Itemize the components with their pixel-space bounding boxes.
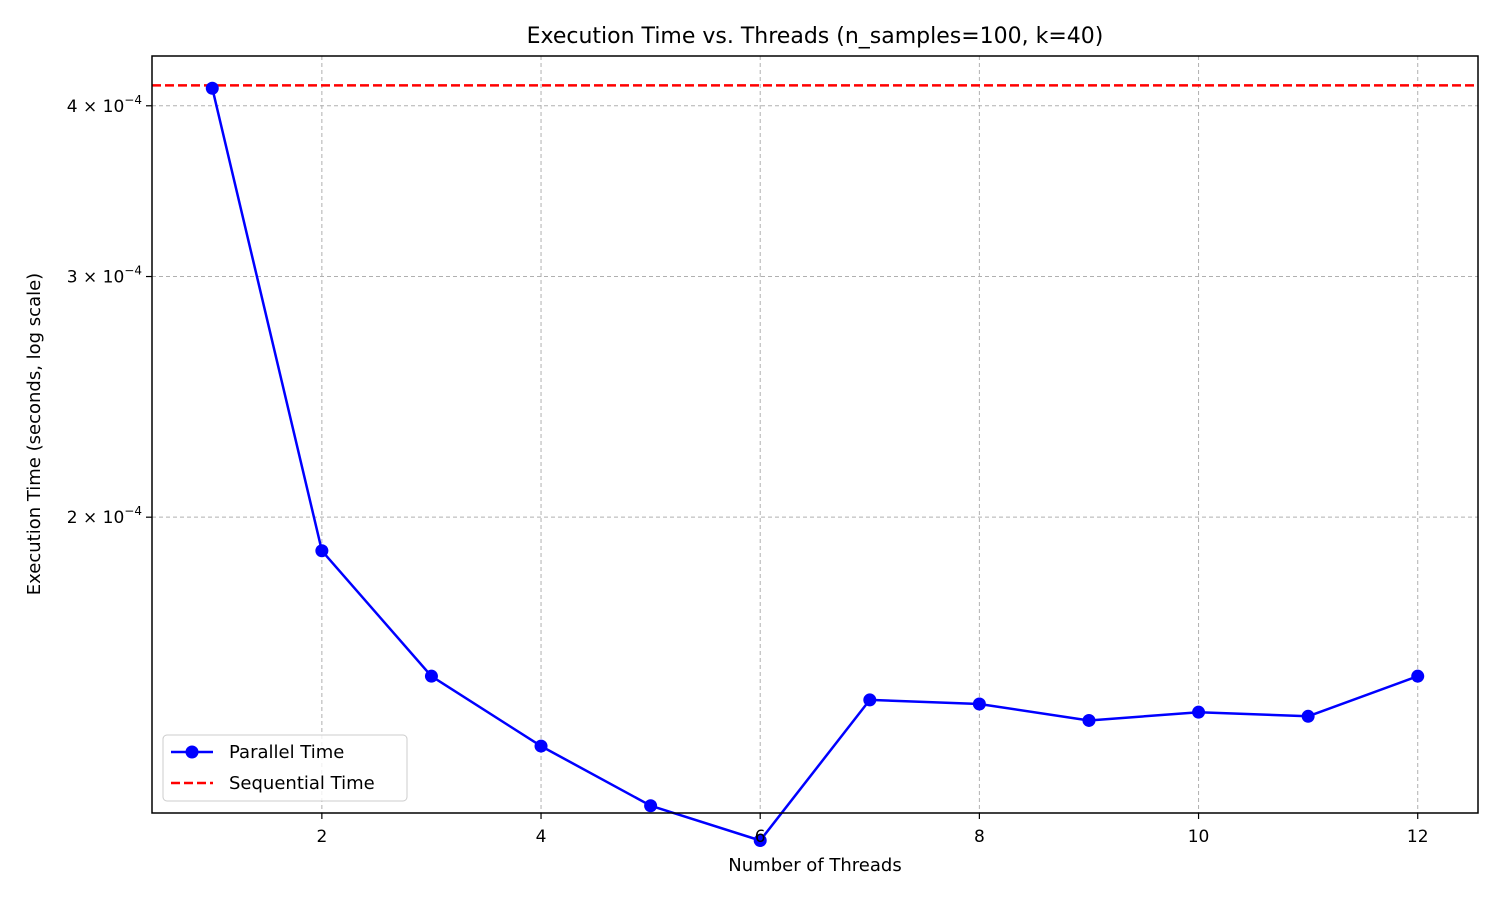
legend-parallel-marker <box>185 745 199 759</box>
parallel-time-point <box>1192 705 1206 719</box>
x-tick-label: 2 <box>316 827 327 847</box>
legend: Parallel Time Sequential Time <box>162 734 408 802</box>
parallel-time-point <box>424 669 438 683</box>
x-tick-label: 6 <box>755 827 766 847</box>
legend-sequential-label: Sequential Time <box>229 773 375 794</box>
chart-title: Execution Time vs. Threads (n_samples=10… <box>527 24 1104 49</box>
x-tick-label: 12 <box>1407 827 1429 847</box>
x-axis-label: Number of Threads <box>728 855 901 876</box>
tick-layer: 2 4 6 8 10 12 2 × 10−4 3 × 10−4 4 × 10−4 <box>67 93 1429 847</box>
x-tick-label: 10 <box>1188 827 1210 847</box>
parallel-time-point <box>1301 709 1315 723</box>
parallel-time-point <box>534 739 548 753</box>
series-layer <box>152 81 1478 847</box>
parallel-time-point <box>315 544 329 558</box>
x-tick-label: 8 <box>974 827 985 847</box>
grid-layer <box>152 56 1478 813</box>
parallel-time-point <box>205 81 219 95</box>
legend-parallel-label: Parallel Time <box>229 742 344 763</box>
parallel-time-point <box>753 833 767 847</box>
plot-area-frame <box>151 55 1479 814</box>
y-tick-label: 4 × 10−4 <box>67 93 142 117</box>
parallel-time-point <box>1411 669 1425 683</box>
legend-box <box>162 734 408 802</box>
parallel-time-line <box>211 87 1419 842</box>
y-axis-label: Execution Time (seconds, log scale) <box>24 273 45 595</box>
parallel-time-point <box>972 697 986 711</box>
parallel-time-point <box>863 693 877 707</box>
x-tick-label: 4 <box>536 827 547 847</box>
parallel-time-point <box>644 799 658 813</box>
y-tick-label: 2 × 10−4 <box>67 504 142 528</box>
y-tick-label: 3 × 10−4 <box>67 264 142 288</box>
parallel-time-point <box>1082 713 1096 727</box>
